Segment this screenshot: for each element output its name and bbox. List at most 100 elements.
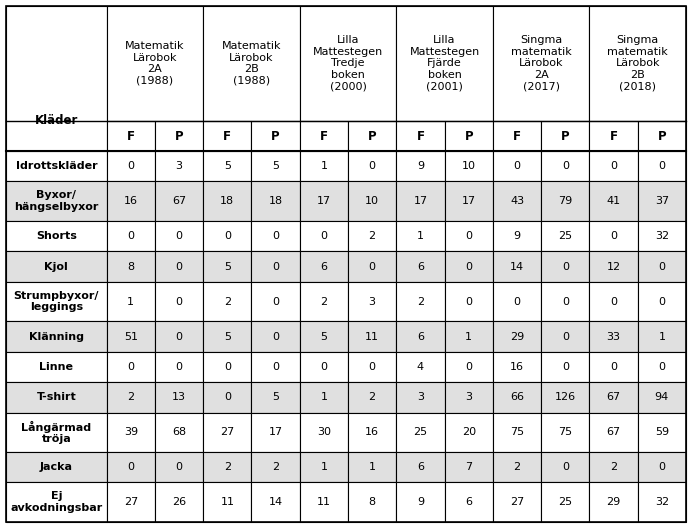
Text: 0: 0 [658, 462, 666, 472]
Text: 26: 26 [172, 497, 186, 507]
Bar [155, 182, 203, 221]
Bar [493, 151, 541, 182]
Text: P: P [561, 129, 570, 143]
Bar [6, 322, 107, 352]
Bar [6, 352, 107, 382]
Bar [155, 221, 203, 251]
Bar [590, 382, 638, 412]
Bar [300, 121, 348, 151]
Bar [541, 182, 590, 221]
Bar [444, 412, 493, 452]
Text: P: P [175, 129, 183, 143]
Text: 2: 2 [224, 297, 231, 307]
Bar [444, 182, 493, 221]
Text: 6: 6 [320, 261, 327, 271]
Text: 51: 51 [124, 332, 138, 342]
Bar [397, 412, 444, 452]
Bar [444, 382, 493, 412]
Bar [251, 412, 300, 452]
Text: 6: 6 [417, 332, 424, 342]
Text: Idrottskläder: Idrottskläder [15, 161, 97, 171]
Text: 17: 17 [268, 427, 283, 437]
Bar [444, 121, 493, 151]
Bar [590, 151, 638, 182]
Bar [493, 182, 541, 221]
Bar [493, 452, 541, 483]
Text: 0: 0 [465, 362, 472, 372]
Text: 66: 66 [510, 392, 524, 402]
Text: 2: 2 [272, 462, 279, 472]
Bar [203, 182, 251, 221]
Text: 17: 17 [317, 196, 331, 206]
Text: 37: 37 [655, 196, 669, 206]
Text: 5: 5 [320, 332, 327, 342]
Bar [541, 322, 590, 352]
Bar [444, 221, 493, 251]
Text: Shorts: Shorts [36, 231, 77, 241]
Text: 0: 0 [320, 231, 327, 241]
Text: 0: 0 [369, 362, 376, 372]
Bar [300, 412, 348, 452]
Text: 0: 0 [465, 261, 472, 271]
Text: 16: 16 [510, 362, 524, 372]
Text: 6: 6 [417, 462, 424, 472]
Bar [155, 483, 203, 522]
Text: 8: 8 [127, 261, 134, 271]
Bar [300, 483, 348, 522]
Text: 0: 0 [658, 297, 666, 307]
Bar [638, 452, 686, 483]
Text: F: F [127, 129, 135, 143]
Bar [251, 483, 300, 522]
Bar [541, 452, 590, 483]
Text: 0: 0 [562, 161, 569, 171]
Text: Singma
matematik
Lärobok
2A
(2017): Singma matematik Lärobok 2A (2017) [511, 35, 572, 92]
Text: 5: 5 [224, 332, 231, 342]
Text: 13: 13 [172, 392, 186, 402]
Text: 1: 1 [127, 297, 134, 307]
Text: 14: 14 [268, 497, 283, 507]
Text: 0: 0 [513, 297, 520, 307]
Bar [638, 282, 686, 322]
Bar [251, 282, 300, 322]
Text: 94: 94 [655, 392, 669, 402]
Text: 75: 75 [558, 427, 572, 437]
Text: 68: 68 [172, 427, 186, 437]
Text: 12: 12 [606, 261, 621, 271]
Bar [541, 412, 590, 452]
Text: 0: 0 [176, 231, 183, 241]
Text: 67: 67 [606, 392, 621, 402]
Text: 1: 1 [320, 462, 327, 472]
Bar [251, 382, 300, 412]
Bar [6, 282, 107, 322]
Bar [6, 483, 107, 522]
Text: P: P [271, 129, 280, 143]
Text: 11: 11 [317, 497, 331, 507]
Text: 79: 79 [558, 196, 572, 206]
Bar [203, 412, 251, 452]
Bar [300, 151, 348, 182]
Text: F: F [513, 129, 521, 143]
Text: 0: 0 [658, 362, 666, 372]
Bar [541, 282, 590, 322]
Text: 7: 7 [465, 462, 473, 472]
Bar [203, 352, 251, 382]
Text: Linne: Linne [39, 362, 73, 372]
Bar [493, 352, 541, 382]
Bar [348, 412, 397, 452]
Bar [203, 151, 251, 182]
Text: 27: 27 [510, 497, 524, 507]
Text: 0: 0 [610, 161, 617, 171]
Bar [300, 251, 348, 282]
Bar [107, 352, 155, 382]
Bar [590, 282, 638, 322]
Bar [444, 151, 493, 182]
Bar [107, 483, 155, 522]
Text: 0: 0 [224, 392, 231, 402]
Bar [638, 121, 686, 151]
Bar [6, 182, 107, 221]
Bar [155, 382, 203, 412]
Bar [348, 452, 397, 483]
Text: 29: 29 [510, 332, 524, 342]
Bar [300, 6, 397, 121]
Bar [203, 121, 251, 151]
